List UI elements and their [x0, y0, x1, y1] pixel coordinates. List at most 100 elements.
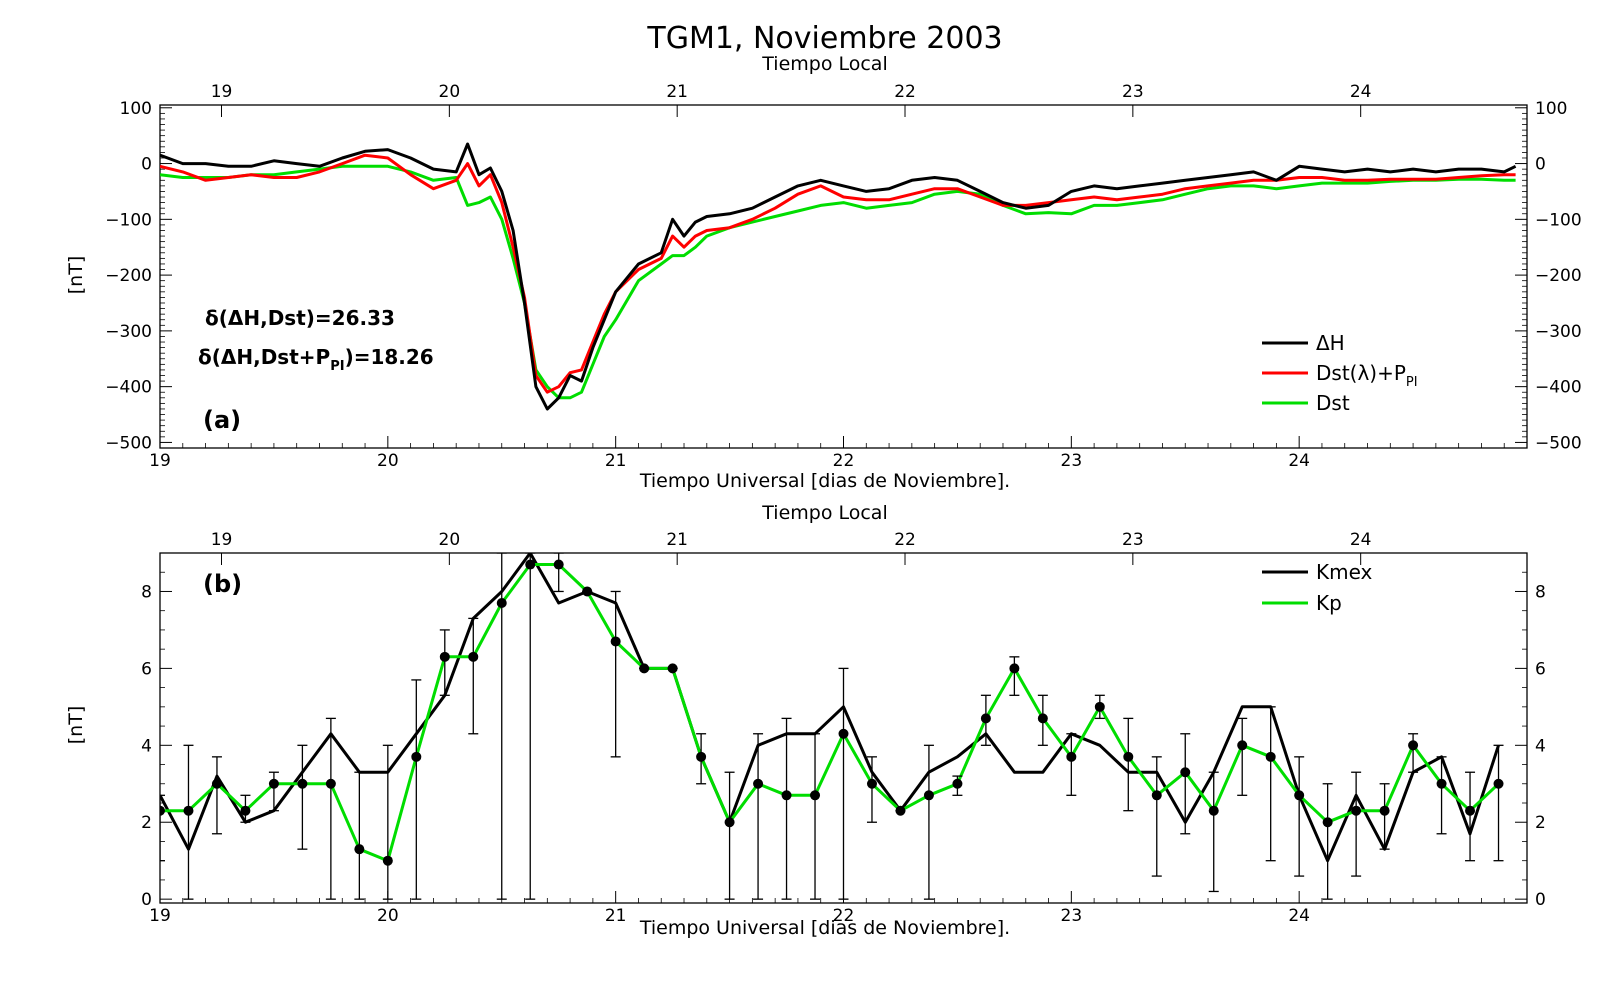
- x-tick-label: 20: [377, 906, 399, 926]
- data-point: [1465, 805, 1476, 816]
- legend-dst-label: Dst: [1316, 391, 1350, 415]
- top-tick-label: 22: [894, 530, 916, 550]
- top-tick-label: 21: [666, 82, 688, 102]
- y-tick-label: −500: [105, 433, 152, 453]
- data-point: [1180, 767, 1191, 778]
- data-point: [240, 805, 251, 816]
- panel-a-top-axis-label: Tiempo Local: [761, 53, 887, 75]
- panel-b-top-axis-label: Tiempo Local: [761, 502, 887, 524]
- y-tick-label-right: −500: [1535, 433, 1582, 453]
- data-point: [923, 790, 934, 801]
- data-point: [582, 586, 593, 597]
- data-point: [1208, 805, 1219, 816]
- y-tick-label: 2: [141, 813, 152, 833]
- y-tick-label-right: −300: [1535, 322, 1582, 342]
- x-tick-label: 22: [833, 906, 855, 926]
- data-point: [1151, 790, 1162, 801]
- top-tick-label: 23: [1122, 530, 1144, 550]
- y-tick-label-right: 0: [1535, 155, 1546, 175]
- data-point: [667, 663, 678, 674]
- legend-kmex-label: Kmex: [1316, 560, 1373, 584]
- data-point: [753, 778, 764, 789]
- top-tick-label: 19: [211, 530, 233, 550]
- data-point: [1066, 751, 1077, 762]
- y-tick-label-right: 100: [1535, 99, 1567, 119]
- top-tick-label: 24: [1350, 530, 1372, 550]
- data-point: [160, 805, 165, 816]
- y-tick-label: −400: [105, 378, 152, 398]
- data-point: [1237, 740, 1248, 751]
- data-point: [952, 778, 963, 789]
- data-point: [1094, 701, 1105, 712]
- data-point: [1351, 805, 1362, 816]
- data-point: [183, 805, 194, 816]
- y-tick-label: 4: [141, 736, 152, 756]
- plot-area-b: [160, 553, 1504, 900]
- data-point: [1037, 713, 1048, 724]
- y-tick-label-right: 6: [1535, 659, 1546, 679]
- y-tick-label-right: 8: [1535, 582, 1546, 602]
- top-tick-label: 21: [666, 530, 688, 550]
- data-point: [1009, 663, 1020, 674]
- panel-a-x-axis-label: Tiempo Universal [dias de Noviembre].: [639, 470, 1010, 492]
- data-point: [525, 559, 536, 570]
- x-tick-label: 23: [1061, 451, 1083, 471]
- series-line: [160, 153, 1516, 394]
- data-point: [980, 713, 991, 724]
- data-point: [1408, 740, 1419, 751]
- y-tick-label: 8: [141, 582, 152, 602]
- data-point: [297, 778, 308, 789]
- panel-a: Tiempo Local Tiempo Universal [dias de N…: [65, 53, 1582, 492]
- y-tick-label: −300: [105, 322, 152, 342]
- x-tick-label: 19: [149, 451, 171, 471]
- y-tick-label: −100: [105, 210, 152, 230]
- data-point: [724, 817, 735, 828]
- data-point: [468, 651, 479, 662]
- x-tick-label: 21: [605, 451, 627, 471]
- data-point: [1493, 778, 1504, 789]
- x-tick-label: 21: [605, 906, 627, 926]
- top-tick-label: 24: [1350, 82, 1372, 102]
- x-tick-label: 24: [1288, 906, 1310, 926]
- panel-b-x-axis-label: Tiempo Universal [dias de Noviembre].: [639, 917, 1010, 939]
- data-point: [325, 778, 336, 789]
- data-point: [1322, 817, 1333, 828]
- data-point: [610, 636, 621, 647]
- data-point: [354, 844, 365, 855]
- y-tick-label-right: 2: [1535, 813, 1546, 833]
- data-point: [439, 651, 450, 662]
- legend-a: ΔH Dst(λ)+PPI Dst: [1262, 331, 1418, 415]
- data-point: [838, 728, 849, 739]
- x-tick-label: 22: [833, 451, 855, 471]
- top-tick-label: 20: [439, 82, 461, 102]
- y-tick-label: 0: [141, 890, 152, 910]
- y-tick-label-right: 4: [1535, 736, 1546, 756]
- x-tick-label: 23: [1061, 906, 1083, 926]
- x-tick-label: 19: [149, 906, 171, 926]
- x-tick-label: 20: [377, 451, 399, 471]
- data-point: [781, 790, 792, 801]
- series-line: [160, 563, 1500, 863]
- y-tick-label-right: −200: [1535, 266, 1582, 286]
- legend-kp-label: Kp: [1316, 591, 1342, 615]
- y-tick-label-right: −100: [1535, 210, 1582, 230]
- y-tick-label: 100: [120, 99, 152, 119]
- y-tick-label: 6: [141, 659, 152, 679]
- data-point: [1436, 778, 1447, 789]
- data-point: [268, 778, 279, 789]
- legend-dh-label: ΔH: [1316, 331, 1345, 355]
- data-point: [895, 805, 906, 816]
- figure-title: TGM1, Noviembre 2003: [646, 21, 1002, 56]
- data-point: [810, 790, 821, 801]
- panel-b: Tiempo Local Tiempo Universal [dias de N…: [65, 502, 1546, 939]
- panel-b-label: (b): [203, 570, 242, 598]
- data-point: [553, 559, 564, 570]
- top-tick-label: 20: [439, 530, 461, 550]
- y-tick-label: −200: [105, 266, 152, 286]
- series-line: [160, 553, 1500, 863]
- panel-a-label: (a): [203, 406, 241, 434]
- data-point: [696, 751, 707, 762]
- data-point: [1294, 790, 1305, 801]
